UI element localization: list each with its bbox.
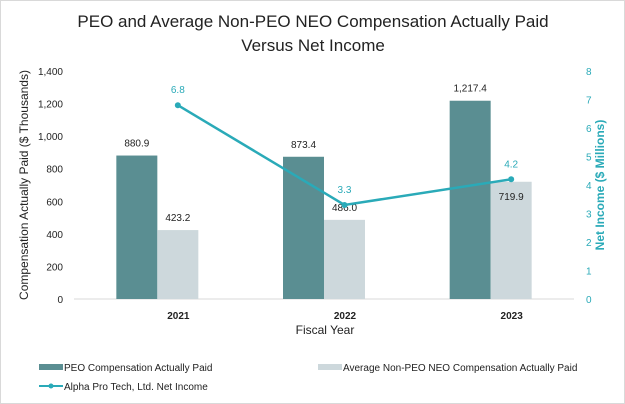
bar-peo-2021	[116, 155, 158, 299]
bar-data-label: 423.2	[165, 213, 190, 224]
line-data-label: 3.3	[338, 185, 352, 196]
x-tick-label: 2023	[501, 311, 524, 322]
chart-title-line-1: PEO and Average Non-PEO NEO Compensation…	[77, 12, 548, 31]
net-income-point-2021	[174, 102, 181, 109]
legend-label-non-peo: Average Non-PEO NEO Compensation Actuall…	[343, 363, 577, 374]
y-tick-label: 1,400	[38, 67, 63, 78]
y-tick-label: 200	[46, 262, 63, 273]
chart-title-line-2: Versus Net Income	[241, 36, 385, 55]
y-tick-label: 1,000	[38, 132, 63, 143]
y-tick-label: 1,200	[38, 100, 63, 111]
legend-swatch-non-peo	[318, 364, 342, 370]
y2-axis-label: Net Income ($ Millions)	[593, 120, 607, 251]
y2-tick-label: 3	[586, 210, 592, 221]
y2-tick-label: 8	[586, 67, 592, 78]
y-tick-label: 800	[46, 165, 63, 176]
legend-label-net-income: Alpha Pro Tech, Ltd. Net Income	[64, 382, 208, 393]
y2-tick-label: 2	[586, 238, 592, 249]
net-income-point-2022	[341, 201, 348, 208]
y2-tick-label: 1	[586, 267, 592, 278]
line-data-label: 4.2	[504, 159, 518, 170]
line-data-label: 6.8	[171, 85, 185, 96]
y-tick-label: 600	[46, 197, 63, 208]
x-tick-label: 2022	[334, 311, 357, 322]
x-axis-label: Fiscal Year	[296, 323, 355, 337]
y2-tick-label: 6	[586, 124, 592, 135]
y-tick-label: 400	[46, 230, 63, 241]
y2-tick-label: 5	[586, 153, 592, 164]
bar-non-peo-2021	[157, 230, 199, 299]
y2-tick-label: 7	[586, 96, 592, 107]
bar-peo-2022	[283, 156, 324, 299]
legend-swatch-peo	[39, 364, 63, 370]
net-income-point-2023	[508, 176, 515, 183]
legend-label-peo: PEO Compensation Actually Paid	[64, 363, 212, 374]
y-tick-label: 0	[57, 295, 63, 306]
x-tick-label: 2021	[167, 311, 190, 322]
bar-data-label: 719.9	[499, 192, 524, 203]
y-axis-label: Compensation Actually Paid ($ Thousands)	[17, 70, 31, 300]
y2-tick-label: 0	[586, 295, 592, 306]
bar-data-label: 873.4	[291, 140, 316, 151]
bar-non-peo-2022	[324, 219, 365, 299]
bar-data-label: 880.9	[124, 139, 149, 150]
bar-data-label: 486.0	[332, 203, 357, 214]
legend: PEO Compensation Actually Paid Average N…	[39, 363, 577, 393]
bar-peo-2023	[449, 100, 491, 299]
bar-non-peo-2023	[490, 181, 532, 299]
legend-marker-net-income	[48, 383, 54, 389]
y2-tick-label: 4	[586, 181, 592, 192]
bar-data-label: 1,217.4	[453, 84, 487, 95]
